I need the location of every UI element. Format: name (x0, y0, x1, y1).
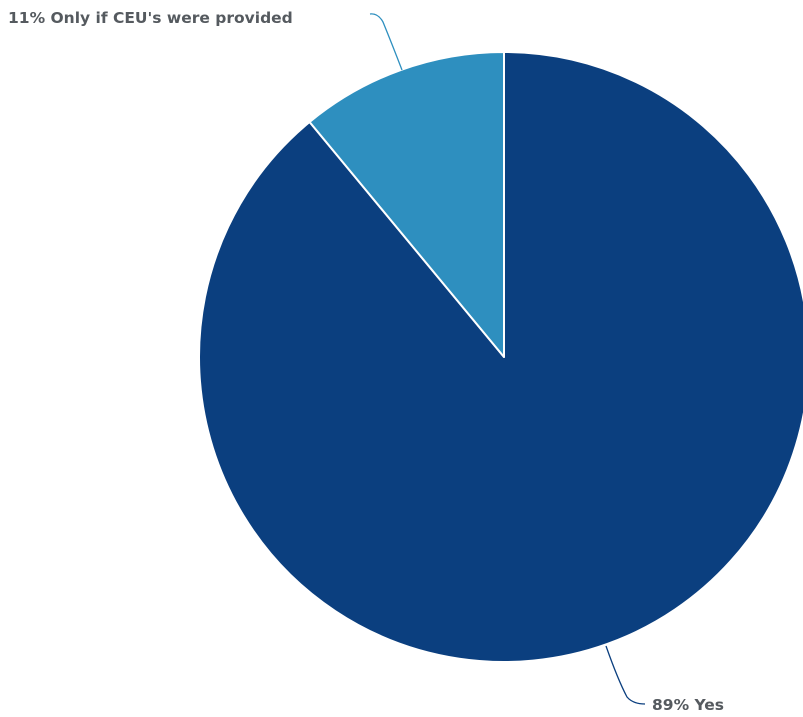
leader-line-only-if-ceu (369, 13, 403, 71)
pie-slice-yes (198, 51, 803, 663)
slice-label-only-if-ceu: 11% Only if CEU's were provided (8, 9, 293, 27)
leader-lines (369, 13, 646, 705)
pie-slice-only-if-ceu (308, 51, 505, 358)
slice-label-yes: 89% Yes (652, 696, 724, 714)
slices (198, 51, 803, 663)
slice-labels: 89% Yes 11% Only if CEU's were provided (8, 9, 724, 714)
leader-line-yes (605, 645, 646, 705)
